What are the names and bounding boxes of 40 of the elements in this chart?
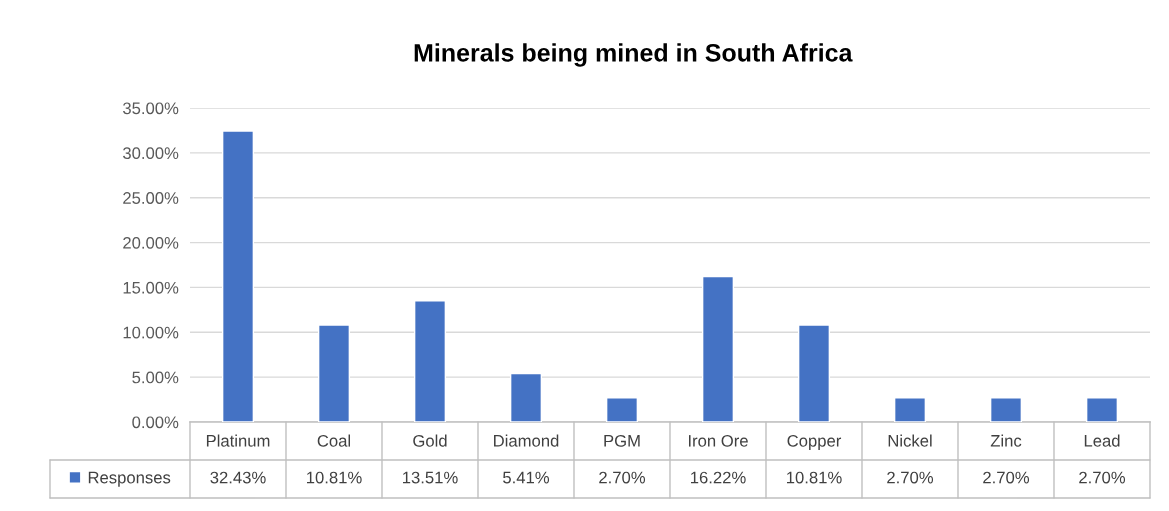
- bar: [509, 372, 543, 422]
- y-tick-label: 10.00%: [123, 326, 179, 339]
- y-tick-label: 35.00%: [123, 102, 179, 115]
- data-label: 13.51%: [403, 471, 458, 484]
- y-tick-label: 30.00%: [123, 147, 179, 160]
- x-tick-label: PGM: [604, 434, 640, 447]
- y-tick-label: 5.00%: [132, 371, 179, 384]
- data-label: 5.41%: [503, 471, 550, 484]
- x-tick-label: Copper: [787, 434, 842, 451]
- bar: [701, 275, 735, 422]
- data-label: 16.22%: [691, 471, 746, 484]
- x-tick-label: Platinum: [206, 434, 270, 447]
- x-tick-label: Diamond: [494, 434, 559, 447]
- y-tick-label: 15.00%: [123, 281, 179, 294]
- data-label: 10.81%: [307, 471, 362, 484]
- data-label: 2.70%: [983, 471, 1030, 484]
- x-tick-label: Lead: [1084, 434, 1120, 447]
- x-tick-label: Zinc: [990, 434, 1022, 447]
- data-label: 2.70%: [599, 471, 646, 484]
- x-tick-label: Nickel: [888, 434, 932, 447]
- bar: [413, 300, 447, 422]
- data-label: 32.43%: [210, 471, 266, 484]
- bar: [989, 397, 1023, 422]
- x-tick-label: Gold: [413, 434, 447, 447]
- y-tick-label: 20.00%: [123, 236, 179, 249]
- bar: [1085, 397, 1119, 422]
- x-tick-label: Iron Ore: [688, 434, 748, 447]
- bar: [893, 397, 927, 422]
- y-tick-label: 0.00%: [132, 416, 179, 429]
- chart-title: Minerals being mined in South Africa: [414, 43, 853, 67]
- legend-label: Responses: [88, 471, 171, 487]
- bar: [221, 130, 255, 422]
- bar: [317, 324, 351, 422]
- y-tick-label: 25.00%: [123, 192, 179, 204]
- data-label: 10.81%: [787, 471, 842, 484]
- data-label: 2.70%: [1079, 471, 1126, 484]
- bar: [797, 324, 831, 422]
- data-label: 2.70%: [887, 471, 934, 484]
- x-tick-label: Coal: [317, 434, 351, 447]
- bar: [605, 397, 639, 422]
